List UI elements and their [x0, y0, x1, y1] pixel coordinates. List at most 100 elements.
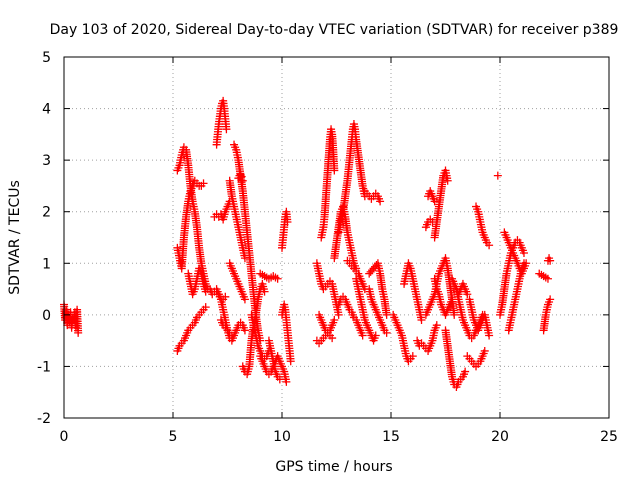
data-point — [519, 248, 528, 257]
series-t34 — [413, 321, 441, 355]
series-t44 — [465, 295, 494, 340]
tick-labels: 0 5 10 15 20 25 -2 -1 0 1 2 3 4 5 — [37, 50, 618, 445]
series-t25 — [334, 292, 367, 340]
series-t24 — [330, 202, 361, 273]
series-t8 — [216, 316, 236, 340]
series-t51 — [543, 254, 555, 265]
series-t43 — [463, 346, 489, 371]
data-point — [330, 166, 339, 175]
series-t19 — [278, 207, 292, 252]
y-tick-label: 0 — [42, 308, 51, 324]
data-point — [443, 176, 452, 185]
data-point — [480, 346, 489, 355]
data-point — [371, 331, 380, 340]
series-t30 — [365, 285, 391, 337]
series-t28 — [352, 274, 380, 345]
data-point — [282, 377, 291, 386]
data-point — [227, 331, 236, 340]
series-t0b — [69, 305, 83, 337]
data-point — [546, 295, 555, 304]
series-t9 — [225, 176, 249, 263]
data-point — [222, 125, 231, 134]
x-tick-label: 25 — [600, 429, 618, 445]
series-t12 — [234, 170, 247, 185]
data-point — [382, 328, 391, 337]
data-point — [201, 287, 210, 296]
series-t39 — [430, 166, 452, 242]
data-point — [493, 171, 502, 180]
data-point — [237, 172, 246, 181]
series-t17 — [264, 336, 284, 384]
series-t49 — [504, 259, 528, 335]
series-t47 — [496, 236, 528, 319]
data-point — [485, 241, 494, 250]
series-t6 — [212, 96, 231, 149]
data-marks — [60, 96, 555, 392]
series-t36 — [421, 215, 437, 232]
data-point — [485, 331, 494, 340]
x-tick-label: 15 — [382, 429, 400, 445]
plot-frame — [63, 56, 610, 419]
data-point — [334, 310, 343, 319]
data-point — [199, 179, 208, 188]
data-point — [328, 334, 337, 343]
data-point — [519, 259, 528, 268]
x-tick-label: 10 — [273, 429, 291, 445]
series-t29 — [360, 187, 385, 206]
y-tick-label: -2 — [37, 411, 51, 427]
series-t38 — [430, 274, 457, 319]
y-axis-label: SDTVAR / TECUs — [7, 180, 23, 295]
series-t23 — [317, 125, 339, 242]
series-t52 — [539, 295, 555, 335]
y-tick-label: 5 — [42, 50, 51, 66]
series-t2 — [173, 176, 208, 273]
series-t50 — [535, 269, 552, 283]
data-point — [201, 303, 210, 312]
series-t32 — [389, 310, 417, 366]
series-t18 — [278, 300, 295, 366]
series-t45 — [472, 202, 494, 250]
y-tick-label: 3 — [42, 153, 51, 169]
data-point — [240, 295, 249, 304]
data-point — [432, 321, 441, 330]
series-t33 — [400, 259, 426, 325]
data-point — [461, 367, 470, 376]
data-point — [275, 375, 284, 384]
series-t4 — [184, 264, 210, 299]
data-point — [430, 197, 439, 206]
series-t16 — [256, 269, 282, 283]
y-tick-label: 2 — [42, 205, 51, 221]
series-t37 — [424, 187, 439, 206]
data-point — [283, 218, 292, 227]
series-t46 — [493, 171, 502, 180]
series-t3 — [173, 303, 210, 355]
data-point — [286, 357, 295, 366]
data-point — [358, 331, 367, 340]
y-tick-label: -1 — [37, 359, 51, 375]
x-tick-label: 20 — [491, 429, 509, 445]
series-t22 — [315, 310, 337, 343]
data-point — [408, 352, 417, 361]
y-tick-label: 4 — [42, 102, 51, 118]
data-point — [260, 287, 269, 296]
x-tick-label: 0 — [60, 429, 69, 445]
data-point — [543, 274, 552, 283]
data-point — [74, 328, 83, 337]
data-point — [238, 176, 247, 185]
series-t10 — [225, 259, 249, 304]
series-t40 — [441, 326, 470, 392]
data-point — [417, 316, 426, 325]
series-t31 — [365, 259, 391, 319]
data-point — [546, 256, 555, 265]
data-point — [463, 290, 472, 299]
data-point — [376, 197, 385, 206]
data-point — [450, 310, 459, 319]
data-point — [240, 326, 249, 335]
x-tick-label: 5 — [169, 429, 178, 445]
data-point — [330, 316, 339, 325]
series-t27 — [343, 256, 369, 294]
series-t20 — [312, 259, 343, 319]
data-point — [273, 274, 282, 283]
